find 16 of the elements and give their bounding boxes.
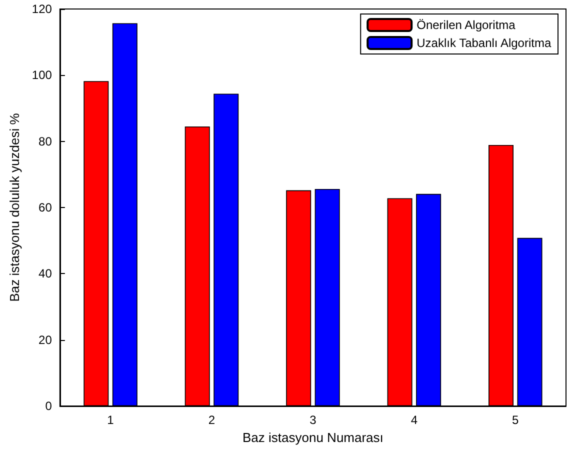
x-tick-label: 3: [310, 413, 317, 427]
legend-label: Uzaklık Tabanlı Algoritma: [416, 36, 552, 50]
y-axis-title: Baz istasyonu doluluk yuzdesi %: [7, 112, 22, 302]
x-tick-label: 2: [208, 413, 216, 427]
y-tick-label: 60: [38, 200, 52, 214]
y-tick-label: 40: [38, 266, 52, 281]
y-tick-label: 0: [45, 399, 52, 413]
y-tick-label: 120: [32, 2, 52, 16]
x-tick-label: 4: [410, 413, 418, 427]
x-axis-title: Baz istasyonu Numarası: [242, 430, 384, 445]
x-tick-label: 1: [107, 413, 114, 427]
y-tick-label: 80: [38, 134, 52, 148]
y-tick-label: 100: [32, 68, 52, 82]
legend-label: Önerilen Algoritma: [416, 18, 516, 32]
x-tick-label: 5: [512, 413, 520, 427]
y-tick-label: 20: [38, 332, 52, 347]
